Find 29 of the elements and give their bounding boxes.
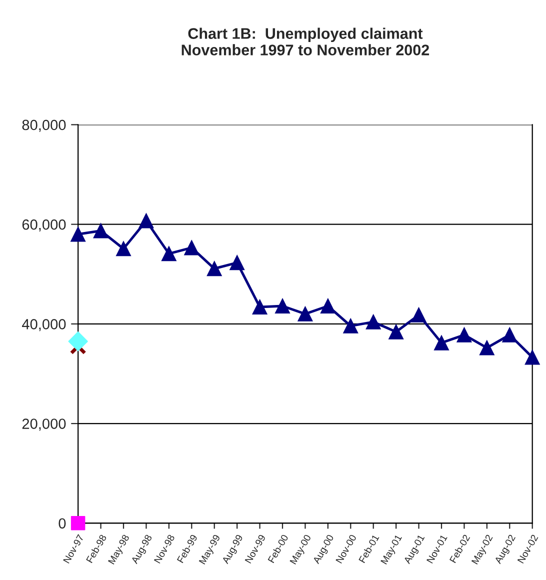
point <box>230 255 245 270</box>
point <box>320 298 336 314</box>
point <box>388 324 404 340</box>
point <box>70 226 86 242</box>
point <box>70 516 86 530</box>
y-tick-label: 40,000 <box>22 319 66 332</box>
point <box>366 314 381 330</box>
point <box>479 340 494 356</box>
point <box>434 335 449 350</box>
point <box>456 327 472 342</box>
point <box>116 241 131 256</box>
y-tick-label: 60,000 <box>22 219 66 232</box>
point <box>138 213 154 228</box>
chart-title: Chart 1B: Unemployed claimant November 1997 to November 2002 <box>182 28 430 56</box>
point <box>275 298 290 314</box>
y-tick-label: 80,000 <box>22 120 66 132</box>
point <box>502 327 518 342</box>
point <box>343 318 358 334</box>
point <box>252 300 268 314</box>
point <box>298 306 313 322</box>
point <box>184 240 200 256</box>
point <box>68 332 88 352</box>
y-tick-label: 0 <box>58 518 66 529</box>
point <box>206 261 222 276</box>
point <box>411 308 426 322</box>
point <box>161 246 176 262</box>
y-tick-label: 20,000 <box>22 418 66 431</box>
point <box>524 350 540 365</box>
point <box>93 223 108 238</box>
